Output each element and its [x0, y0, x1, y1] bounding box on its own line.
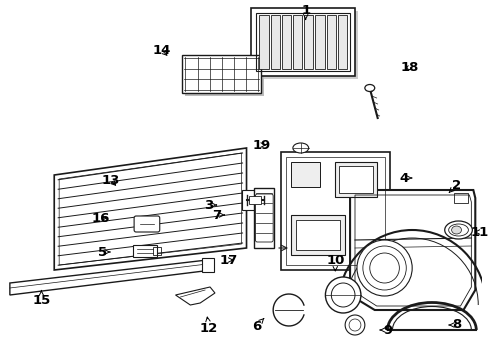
Ellipse shape: [292, 143, 308, 153]
Bar: [339, 166, 372, 193]
Text: 9: 9: [379, 324, 391, 337]
Bar: [337, 15, 346, 69]
Bar: [249, 196, 261, 204]
Bar: [315, 15, 324, 69]
Bar: [326, 15, 335, 69]
Text: 14: 14: [152, 44, 171, 57]
Bar: [185, 58, 264, 96]
Polygon shape: [54, 148, 246, 270]
Text: 17: 17: [219, 253, 238, 266]
Text: 12: 12: [200, 317, 218, 334]
Polygon shape: [175, 287, 215, 305]
Circle shape: [356, 240, 411, 296]
Bar: [290, 215, 345, 255]
Bar: [304, 15, 313, 69]
Text: 15: 15: [32, 291, 50, 306]
Bar: [292, 15, 302, 69]
Polygon shape: [10, 260, 212, 295]
Ellipse shape: [364, 85, 374, 91]
Text: 19: 19: [252, 139, 270, 152]
Bar: [290, 162, 320, 187]
Ellipse shape: [444, 221, 471, 239]
Bar: [153, 247, 161, 255]
Bar: [270, 15, 279, 69]
Text: 16: 16: [91, 212, 109, 225]
Bar: [182, 55, 261, 93]
FancyBboxPatch shape: [134, 216, 160, 232]
Text: 6: 6: [251, 318, 264, 333]
Bar: [254, 11, 357, 79]
Bar: [259, 15, 268, 69]
Text: 11: 11: [469, 225, 488, 239]
Circle shape: [345, 315, 364, 335]
Bar: [202, 258, 214, 272]
Text: 4: 4: [399, 171, 411, 185]
Bar: [251, 8, 354, 76]
Polygon shape: [281, 152, 389, 270]
Circle shape: [325, 277, 360, 313]
Text: 2: 2: [448, 179, 460, 193]
Text: 3: 3: [204, 198, 216, 212]
Text: 7: 7: [212, 208, 224, 221]
Bar: [241, 190, 256, 210]
Bar: [335, 162, 376, 197]
Text: 18: 18: [400, 60, 419, 73]
Text: 10: 10: [325, 253, 344, 271]
Text: 13: 13: [101, 174, 120, 186]
Bar: [281, 15, 290, 69]
Bar: [453, 193, 468, 203]
Bar: [256, 13, 349, 71]
Text: 5: 5: [98, 246, 110, 258]
Ellipse shape: [451, 226, 461, 234]
Bar: [133, 245, 157, 257]
Text: 1: 1: [301, 4, 309, 19]
Polygon shape: [349, 190, 474, 310]
Text: 8: 8: [448, 319, 460, 332]
Bar: [295, 220, 340, 250]
Bar: [254, 188, 274, 248]
